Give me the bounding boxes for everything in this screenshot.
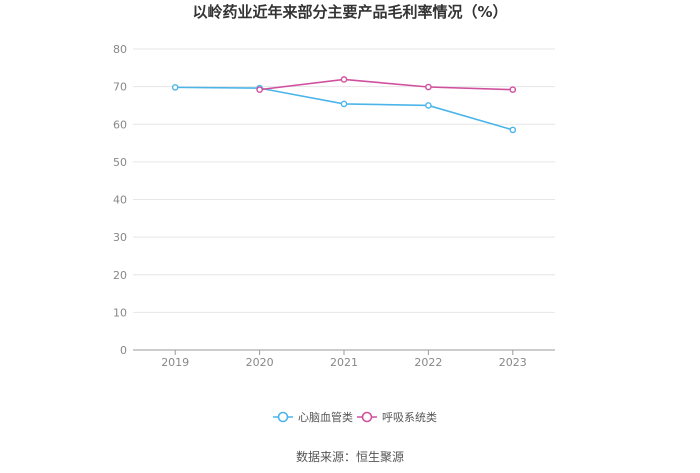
legend-marker <box>361 411 373 423</box>
legend-item-1: 心脑血管类 <box>273 410 353 424</box>
y-tick-label: 40 <box>113 194 127 207</box>
y-tick-label: 80 <box>113 43 127 56</box>
source-note: 数据来源：恒生聚源 <box>296 449 404 464</box>
data-point <box>509 126 517 134</box>
x-tick-label: 2022 <box>414 356 442 369</box>
y-tick-label: 10 <box>113 306 127 319</box>
legend-marker <box>277 411 289 423</box>
data-point <box>171 84 179 91</box>
y-tick-label: 20 <box>113 269 127 282</box>
x-tick-label: 2021 <box>330 356 358 369</box>
legend: 心脑血管类 呼吸系统类 <box>273 410 437 424</box>
legend-label: 呼吸系统类 <box>382 410 437 424</box>
y-tick-label: 0 <box>120 344 127 357</box>
y-tick-label: 30 <box>113 231 127 244</box>
data-point <box>340 100 348 108</box>
data-point <box>509 86 517 93</box>
series-2 <box>256 76 517 93</box>
data-point <box>425 102 432 109</box>
chart-title: 以岭药业近年来部分主要产品毛利率情况（%） <box>192 3 507 21</box>
data-point <box>340 76 348 83</box>
series-line <box>175 86 514 131</box>
x-tick-label: 2023 <box>499 356 527 369</box>
series-1 <box>171 84 517 134</box>
data-point <box>425 83 432 91</box>
axes: 0 10 20 30 40 50 60 70 80 2019 2020 2021 2022 2023 <box>113 43 555 369</box>
legend-label: 心脑血管类 <box>298 410 353 424</box>
y-tick-label: 70 <box>113 81 127 94</box>
legend-item-2: 呼吸系统类 <box>357 410 437 424</box>
y-tick-label: 50 <box>113 156 127 169</box>
x-tick-label: 2019 <box>161 356 189 369</box>
x-tick-label: 2020 <box>246 356 274 369</box>
grid-lines <box>133 48 555 313</box>
series-layer <box>171 76 517 134</box>
y-tick-label: 60 <box>113 118 127 131</box>
series-line <box>259 78 513 91</box>
data-point <box>256 86 263 93</box>
